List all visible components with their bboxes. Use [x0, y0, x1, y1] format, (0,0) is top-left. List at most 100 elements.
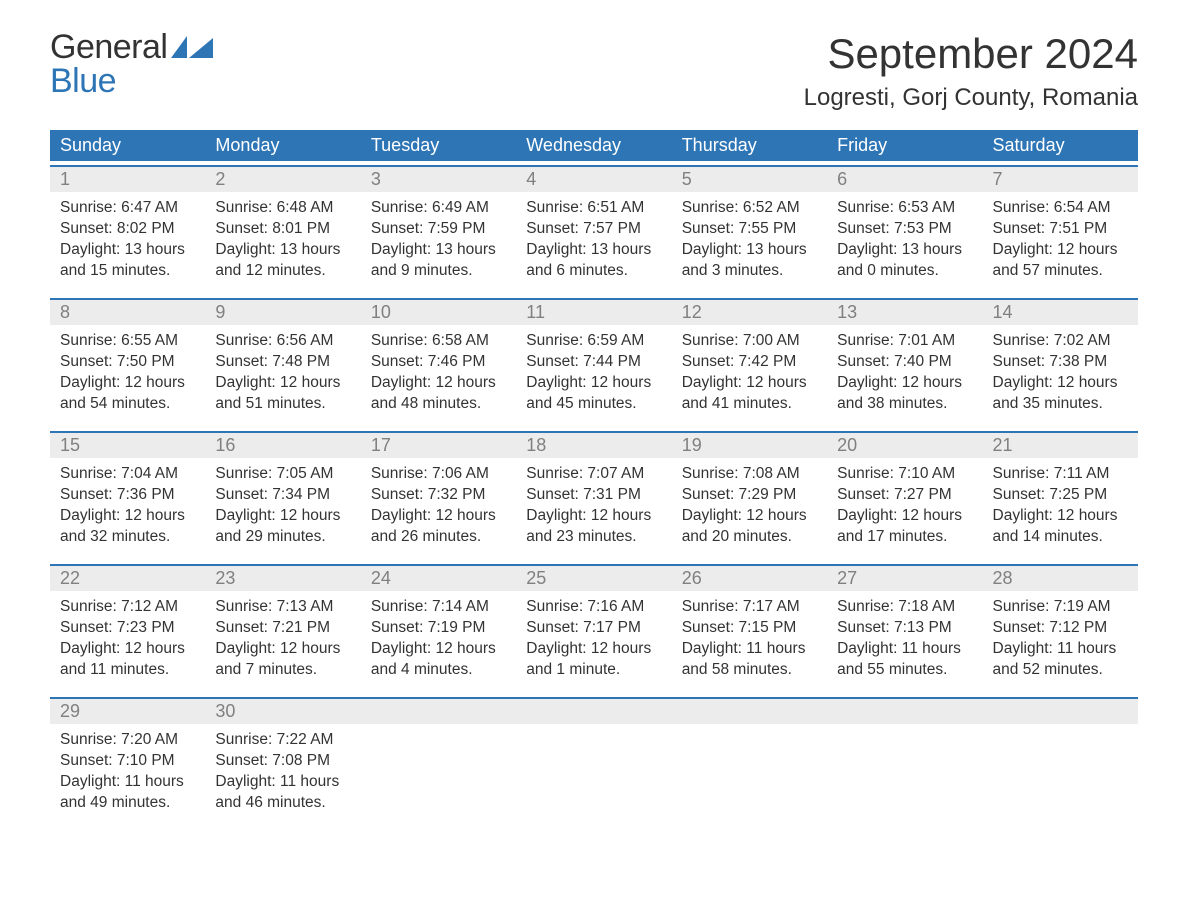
day-cell: [672, 724, 827, 826]
day-cell: Sunrise: 6:49 AMSunset: 7:59 PMDaylight:…: [361, 192, 516, 294]
day-sunrise: Sunrise: 6:48 AM: [215, 198, 350, 219]
day-sunrise: Sunrise: 7:02 AM: [993, 331, 1128, 352]
day-dl2: and 32 minutes.: [60, 527, 195, 548]
day-dl2: and 6 minutes.: [526, 261, 661, 282]
day-dl1: Daylight: 12 hours: [993, 506, 1128, 527]
day-sunset: Sunset: 7:59 PM: [371, 219, 506, 240]
day-sunset: Sunset: 7:40 PM: [837, 352, 972, 373]
day-cell: Sunrise: 7:05 AMSunset: 7:34 PMDaylight:…: [205, 458, 360, 560]
day-number: 4: [516, 167, 671, 192]
dow-cell: Wednesday: [516, 130, 671, 161]
day-dl2: and 41 minutes.: [682, 394, 817, 415]
day-number: 9: [205, 300, 360, 325]
day-number: 13: [827, 300, 982, 325]
day-sunset: Sunset: 7:50 PM: [60, 352, 195, 373]
day-number: 28: [983, 566, 1138, 591]
day-dl2: and 23 minutes.: [526, 527, 661, 548]
day-cell: Sunrise: 7:19 AMSunset: 7:12 PMDaylight:…: [983, 591, 1138, 693]
heading-block: September 2024 Logresti, Gorj County, Ro…: [804, 30, 1138, 112]
day-sunset: Sunset: 7:25 PM: [993, 485, 1128, 506]
day-dl1: Daylight: 12 hours: [837, 506, 972, 527]
day-cell: Sunrise: 6:54 AMSunset: 7:51 PMDaylight:…: [983, 192, 1138, 294]
week-row: 891011121314Sunrise: 6:55 AMSunset: 7:50…: [50, 298, 1138, 427]
day-dl2: and 55 minutes.: [837, 660, 972, 681]
day-dl2: and 15 minutes.: [60, 261, 195, 282]
day-number: 1: [50, 167, 205, 192]
day-sunrise: Sunrise: 7:07 AM: [526, 464, 661, 485]
day-dl2: and 29 minutes.: [215, 527, 350, 548]
day-sunset: Sunset: 7:48 PM: [215, 352, 350, 373]
day-number: 7: [983, 167, 1138, 192]
day-cell: Sunrise: 6:58 AMSunset: 7:46 PMDaylight:…: [361, 325, 516, 427]
day-dl1: Daylight: 13 hours: [371, 240, 506, 261]
day-dl1: Daylight: 12 hours: [526, 506, 661, 527]
day-dl1: Daylight: 12 hours: [215, 373, 350, 394]
day-dl2: and 9 minutes.: [371, 261, 506, 282]
day-dl2: and 7 minutes.: [215, 660, 350, 681]
day-dl2: and 57 minutes.: [993, 261, 1128, 282]
daynum-row: 2930: [50, 699, 1138, 724]
day-sunset: Sunset: 7:23 PM: [60, 618, 195, 639]
day-sunrise: Sunrise: 7:10 AM: [837, 464, 972, 485]
day-cell: Sunrise: 7:07 AMSunset: 7:31 PMDaylight:…: [516, 458, 671, 560]
day-dl2: and 1 minute.: [526, 660, 661, 681]
day-cell: Sunrise: 7:16 AMSunset: 7:17 PMDaylight:…: [516, 591, 671, 693]
day-number: [516, 699, 671, 724]
day-dl1: Daylight: 12 hours: [993, 240, 1128, 261]
daynum-row: 15161718192021: [50, 433, 1138, 458]
day-number: [672, 699, 827, 724]
daynum-row: 891011121314: [50, 300, 1138, 325]
day-sunset: Sunset: 7:38 PM: [993, 352, 1128, 373]
day-cell: Sunrise: 6:53 AMSunset: 7:53 PMDaylight:…: [827, 192, 982, 294]
day-sunset: Sunset: 7:53 PM: [837, 219, 972, 240]
day-dl2: and 12 minutes.: [215, 261, 350, 282]
day-number: 8: [50, 300, 205, 325]
day-number: 22: [50, 566, 205, 591]
daynum-row: 1234567: [50, 167, 1138, 192]
day-dl1: Daylight: 12 hours: [215, 506, 350, 527]
day-dl1: Daylight: 12 hours: [993, 373, 1128, 394]
day-cell: Sunrise: 6:56 AMSunset: 7:48 PMDaylight:…: [205, 325, 360, 427]
day-dl2: and 17 minutes.: [837, 527, 972, 548]
day-number: 23: [205, 566, 360, 591]
day-number: 30: [205, 699, 360, 724]
day-dl1: Daylight: 12 hours: [60, 506, 195, 527]
day-sunset: Sunset: 7:21 PM: [215, 618, 350, 639]
day-cell: Sunrise: 6:48 AMSunset: 8:01 PMDaylight:…: [205, 192, 360, 294]
day-sunrise: Sunrise: 7:13 AM: [215, 597, 350, 618]
day-cell: Sunrise: 7:13 AMSunset: 7:21 PMDaylight:…: [205, 591, 360, 693]
data-row: Sunrise: 7:20 AMSunset: 7:10 PMDaylight:…: [50, 724, 1138, 826]
week-row: 15161718192021 Sunrise: 7:04 AM Sunset: 7:…: [50, 431, 1138, 560]
day-cell: [827, 724, 982, 826]
day-cell: Sunrise: 7:10 AMSunset: 7:27 PMDaylight:…: [827, 458, 982, 560]
day-sunset: Sunset: 7:31 PM: [526, 485, 661, 506]
dow-cell: Sunday: [50, 130, 205, 161]
day-dl1: Daylight: 13 hours: [526, 240, 661, 261]
day-sunrise: Sunrise: 7:05 AM: [215, 464, 350, 485]
day-dl2: and 46 minutes.: [215, 793, 350, 814]
day-cell: Sunrise: 7:14 AMSunset: 7:19 PMDaylight:…: [361, 591, 516, 693]
day-sunset: Sunset: 7:17 PM: [526, 618, 661, 639]
day-dl1: Daylight: 13 hours: [837, 240, 972, 261]
day-sunrise: Sunrise: 7:11 AM: [993, 464, 1128, 485]
logo-text-1: General: [50, 30, 167, 64]
day-sunset: Sunset: 7:51 PM: [993, 219, 1128, 240]
day-sunrise: Sunrise: 6:51 AM: [526, 198, 661, 219]
day-sunset: Sunset: 7:19 PM: [371, 618, 506, 639]
day-sunset: Sunset: 7:27 PM: [837, 485, 972, 506]
day-number: 6: [827, 167, 982, 192]
day-number: [361, 699, 516, 724]
day-sunrise: Sunrise: 6:49 AM: [371, 198, 506, 219]
day-sunrise: Sunrise: 7:04 AM: [60, 464, 195, 485]
month-title: September 2024: [804, 30, 1138, 78]
day-sunset: Sunset: 7:34 PM: [215, 485, 350, 506]
day-cell: Sunrise: 7:01 AMSunset: 7:40 PMDaylight:…: [827, 325, 982, 427]
day-cell: Sunrise: 6:52 AMSunset: 7:55 PMDaylight:…: [672, 192, 827, 294]
day-dl1: Daylight: 13 hours: [60, 240, 195, 261]
day-cell: Sunrise: 7:08 AMSunset: 7:29 PMDaylight:…: [672, 458, 827, 560]
day-number: 26: [672, 566, 827, 591]
day-dl2: and 3 minutes.: [682, 261, 817, 282]
day-dl1: Daylight: 12 hours: [60, 373, 195, 394]
day-number: 11: [516, 300, 671, 325]
day-number: 20: [827, 433, 982, 458]
